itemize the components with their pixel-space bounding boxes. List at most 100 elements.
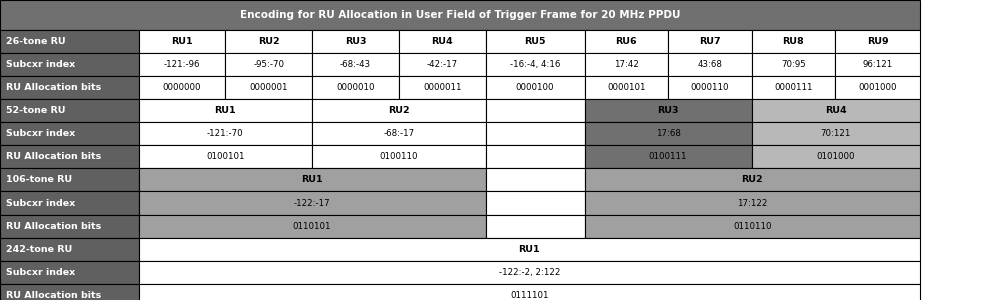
Text: RU2: RU2 (258, 37, 280, 46)
Bar (486, 76, 584, 99)
Bar (0, 53, 138, 76)
Text: RU Allocation bits: RU Allocation bits (6, 83, 101, 92)
Text: -42:-17: -42:-17 (427, 60, 458, 69)
Text: 0101000: 0101000 (817, 152, 855, 161)
Text: 70:95: 70:95 (781, 60, 806, 69)
Text: RU8: RU8 (782, 37, 804, 46)
Text: 106-tone RU: 106-tone RU (6, 176, 72, 184)
Bar (0, 30, 138, 53)
Bar (138, 122, 312, 145)
Bar (835, 30, 920, 53)
Bar (486, 53, 584, 76)
Bar (486, 145, 584, 168)
Text: RU Allocation bits: RU Allocation bits (6, 222, 101, 231)
Text: 96:121: 96:121 (862, 60, 893, 69)
Text: RU1: RU1 (214, 106, 236, 115)
Bar (0, 191, 138, 214)
Text: Subcxr index: Subcxr index (6, 199, 75, 208)
Text: 0110110: 0110110 (733, 222, 772, 231)
Bar (584, 76, 668, 99)
Text: Subcxr index: Subcxr index (6, 268, 75, 277)
Text: RU1: RU1 (171, 37, 193, 46)
Bar (0, 238, 138, 261)
Text: RU3: RU3 (657, 106, 679, 115)
Text: 17:122: 17:122 (737, 199, 767, 208)
Text: 70:121: 70:121 (821, 129, 851, 138)
Text: RU4: RU4 (825, 106, 847, 115)
Text: RU1: RU1 (518, 245, 540, 254)
Text: 43:68: 43:68 (697, 60, 722, 69)
Text: RU1: RU1 (301, 176, 323, 184)
Bar (0, 76, 138, 99)
Text: -121:-96: -121:-96 (164, 60, 200, 69)
Text: -121:-70: -121:-70 (207, 129, 244, 138)
Bar (138, 261, 920, 284)
Bar (225, 53, 312, 76)
Text: 0000000: 0000000 (163, 83, 201, 92)
Bar (399, 76, 486, 99)
Text: 0100110: 0100110 (380, 152, 418, 161)
Text: 17:68: 17:68 (656, 129, 680, 138)
Bar (138, 168, 486, 191)
Bar (138, 53, 225, 76)
Bar (138, 191, 486, 214)
Bar (312, 122, 486, 145)
Bar (312, 76, 399, 99)
Text: 17:42: 17:42 (614, 60, 639, 69)
Text: 0000010: 0000010 (336, 83, 375, 92)
Bar (584, 53, 668, 76)
Text: 0100101: 0100101 (206, 152, 245, 161)
Bar (584, 30, 668, 53)
Bar (138, 238, 920, 261)
Text: 242-tone RU: 242-tone RU (6, 245, 72, 254)
Bar (225, 76, 312, 99)
Bar (138, 99, 312, 122)
Text: RU3: RU3 (345, 37, 366, 46)
Bar (584, 168, 920, 191)
Bar (752, 145, 920, 168)
Bar (312, 53, 399, 76)
Text: -68:-43: -68:-43 (340, 60, 371, 69)
Text: 52-tone RU: 52-tone RU (6, 106, 66, 115)
Bar (0, 145, 138, 168)
Bar (0, 122, 138, 145)
Bar (138, 30, 225, 53)
Bar (752, 122, 920, 145)
Text: 0000011: 0000011 (423, 83, 462, 92)
Bar (312, 99, 486, 122)
Bar (752, 76, 835, 99)
Text: 0000001: 0000001 (249, 83, 288, 92)
Text: Subcxr index: Subcxr index (6, 129, 75, 138)
Bar (486, 122, 584, 145)
Bar (584, 214, 920, 238)
Text: Encoding for RU Allocation in User Field of Trigger Frame for 20 MHz PPDU: Encoding for RU Allocation in User Field… (240, 10, 680, 20)
Text: 0000100: 0000100 (516, 83, 554, 92)
Bar (486, 191, 584, 214)
Text: RU Allocation bits: RU Allocation bits (6, 152, 101, 161)
Text: -122:-2, 2:122: -122:-2, 2:122 (499, 268, 560, 277)
Bar (668, 53, 752, 76)
Text: -16:-4, 4:16: -16:-4, 4:16 (510, 60, 560, 69)
Bar (0, 284, 138, 300)
Bar (584, 122, 752, 145)
Text: RU5: RU5 (524, 37, 546, 46)
Bar (0, 214, 138, 238)
Text: RU9: RU9 (867, 37, 888, 46)
Bar (584, 99, 752, 122)
Bar (486, 30, 584, 53)
Bar (668, 30, 752, 53)
Text: RU2: RU2 (388, 106, 410, 115)
Bar (138, 76, 225, 99)
Bar (668, 76, 752, 99)
Text: Subcxr index: Subcxr index (6, 60, 75, 69)
Bar (0, 168, 138, 191)
Text: RU6: RU6 (615, 37, 637, 46)
Bar (752, 99, 920, 122)
Bar (752, 30, 835, 53)
Text: 0110101: 0110101 (293, 222, 331, 231)
Bar (0, 261, 138, 284)
Bar (752, 53, 835, 76)
Text: 0001000: 0001000 (858, 83, 897, 92)
Bar (835, 53, 920, 76)
Text: -68:-17: -68:-17 (383, 129, 414, 138)
